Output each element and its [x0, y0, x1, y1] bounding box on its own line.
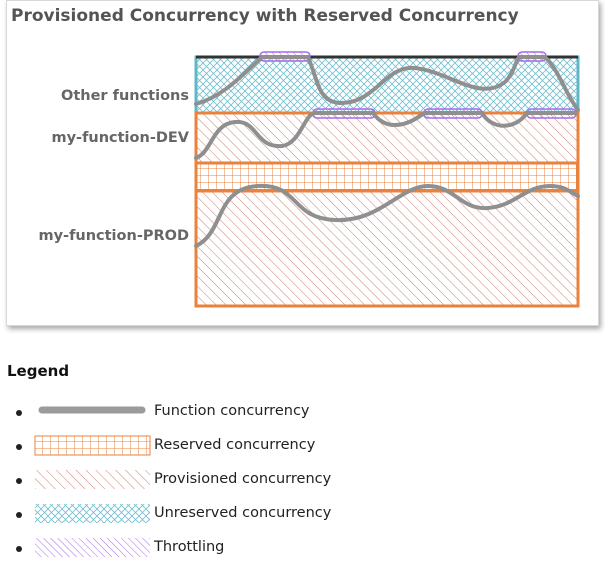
prod-outer-border — [194, 161, 580, 308]
bullet — [16, 410, 22, 416]
legend-label: Reserved concurrency — [154, 437, 316, 453]
prod-concurrency-line — [194, 183, 580, 248]
row-label-dev: my-function-DEV — [51, 130, 190, 146]
purple-hatch-icon — [35, 538, 150, 557]
bullet — [16, 478, 22, 484]
grid-pattern-icon — [34, 435, 151, 456]
legend-label: Provisioned concurrency — [154, 471, 332, 487]
legend-label: Unreserved concurrency — [154, 505, 332, 521]
prod-provisioned-area — [194, 189, 580, 308]
other-concurrency-line — [194, 55, 580, 112]
bullet — [16, 546, 22, 552]
row-label-prod: my-function-PROD — [38, 228, 190, 244]
dev-concurrency-line — [194, 111, 578, 160]
line-icon — [38, 406, 146, 414]
legend-item-throttling: Throttling — [0, 536, 605, 566]
legend-item-provisioned: Provisioned concurrency — [0, 468, 605, 498]
legend-heading: Legend — [7, 362, 70, 380]
crosshatch-icon — [35, 504, 150, 523]
legend-item-reserved: Reserved concurrency — [0, 434, 605, 464]
legend-label: Throttling — [154, 539, 225, 555]
legend-item-unreserved: Unreserved concurrency — [0, 502, 605, 532]
bullet — [16, 444, 22, 450]
row-label-other-functions: Other functions — [61, 88, 189, 104]
diagonal-hatch-icon — [35, 470, 150, 489]
legend-item-function-concurrency: Function concurrency — [0, 400, 605, 430]
legend-label: Function concurrency — [154, 403, 310, 419]
diagram-title: Provisioned Concurrency with Reserved Co… — [11, 6, 519, 26]
bullet — [16, 512, 22, 518]
